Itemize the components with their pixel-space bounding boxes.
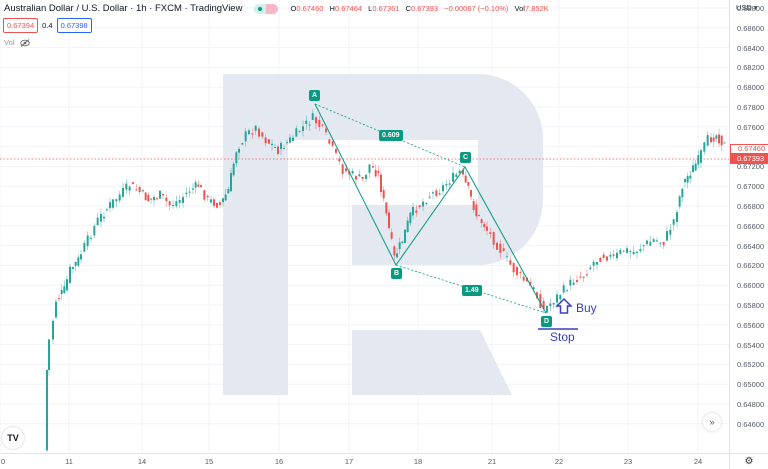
time-tick-label: 11 — [65, 457, 73, 466]
last-price-tag: 0.67393 — [730, 154, 768, 164]
price-tick-label: 0.68600 — [737, 23, 765, 33]
market-open-icon — [254, 3, 267, 14]
price-tick-label: 0.65800 — [737, 301, 765, 310]
tradingview-logo[interactable]: TV — [2, 427, 24, 449]
price-tick-label: 0.66600 — [737, 221, 765, 231]
time-tick-label: 23 — [623, 457, 633, 466]
candlestick-chart[interactable] — [0, 0, 729, 453]
stop-annotation: Stop — [550, 330, 575, 344]
volume-indicator-row: Vol — [4, 38, 31, 47]
price-tick-label: 0.68400 — [737, 43, 765, 53]
point-label-c: C — [460, 152, 472, 163]
currency-selector[interactable]: USD ▾ — [736, 3, 758, 12]
price-tick-label: 0.66400 — [737, 241, 765, 251]
spread-value: 0.4 — [42, 21, 53, 30]
time-tick-label: 16 — [274, 457, 284, 466]
price-tick-label: 0.65400 — [737, 340, 765, 350]
watermark-logo — [223, 74, 543, 395]
price-tick-label: 0.68800 — [737, 4, 765, 13]
ratio-label-bd: 1.49 — [462, 285, 482, 296]
price-tick-label: 0.66000 — [737, 281, 765, 291]
time-tick-label: 18 — [413, 457, 423, 466]
market-status[interactable] — [254, 3, 279, 14]
point-label-b: B — [391, 268, 403, 279]
time-tick-label: 21 — [487, 457, 497, 466]
symbol-title[interactable]: Australian Dollar / U.S. Dollar · 1h · F… — [4, 3, 243, 14]
price-tick-label: 0.67600 — [737, 122, 765, 132]
volume-indicator-label[interactable]: Vol — [4, 38, 15, 47]
time-tick-label: 14 — [137, 457, 147, 466]
buy-annotation: Buy — [576, 301, 597, 315]
ratio-label-xb: 0.609 — [379, 130, 403, 141]
scroll-to-realtime-button[interactable]: » — [703, 413, 721, 431]
time-tick-label: 17 — [344, 457, 354, 466]
price-tick-label: 0.68200 — [737, 63, 765, 73]
open-price-tag: 0.67460 — [730, 144, 768, 154]
time-tick-label: 15 — [204, 457, 214, 466]
sell-button[interactable]: 0.67394 — [3, 18, 39, 33]
point-label-d: D — [541, 316, 553, 327]
price-tick-label: 0.67200 — [737, 162, 765, 172]
buy-arrow-icon — [555, 297, 573, 314]
chart-pane[interactable]: Australian Dollar / U.S. Dollar · 1h · F… — [0, 0, 729, 453]
price-tick-label: 0.67000 — [737, 182, 765, 192]
settings-gear-icon[interactable]: ⚙ — [729, 453, 768, 469]
time-axis[interactable]: 0 11 14 15 16 17 18 21 22 23 24 — [0, 453, 729, 469]
chart-legend: Australian Dollar / U.S. Dollar · 1h · F… — [4, 3, 553, 14]
price-tick-label: 0.64600 — [737, 419, 765, 429]
time-tick-label: 24 — [693, 457, 703, 466]
point-label-a: A — [309, 90, 321, 101]
price-change: −0.00067 (−0.10%) — [444, 4, 509, 13]
price-tick-label: 0.64800 — [737, 400, 765, 409]
price-tick-label: 0.67800 — [737, 103, 765, 112]
ohlc-values: O0.67460 H0.67464 L0.67361 C0.67393 −0.0… — [290, 4, 549, 13]
price-tick-label: 0.65600 — [737, 320, 765, 330]
price-tick-label: 0.66200 — [737, 261, 765, 271]
quote-row: 0.67394 0.4 0.67398 — [3, 18, 92, 33]
price-tick-label: 0.68000 — [737, 83, 765, 93]
eye-hidden-icon[interactable] — [20, 38, 31, 47]
price-tick-label: 0.66800 — [737, 202, 765, 211]
candles — [46, 109, 726, 452]
time-tick-label: 0 — [0, 457, 6, 466]
price-tick-label: 0.65200 — [737, 360, 765, 370]
price-axis[interactable]: USD ▾ 0.68800 0.68600 0.68400 0.68200 0.6800… — [729, 0, 768, 453]
price-tick-label: 0.65000 — [737, 380, 765, 390]
data-status-icon — [266, 3, 279, 14]
time-tick-label: 22 — [554, 457, 564, 466]
buy-button[interactable]: 0.67398 — [56, 18, 92, 33]
